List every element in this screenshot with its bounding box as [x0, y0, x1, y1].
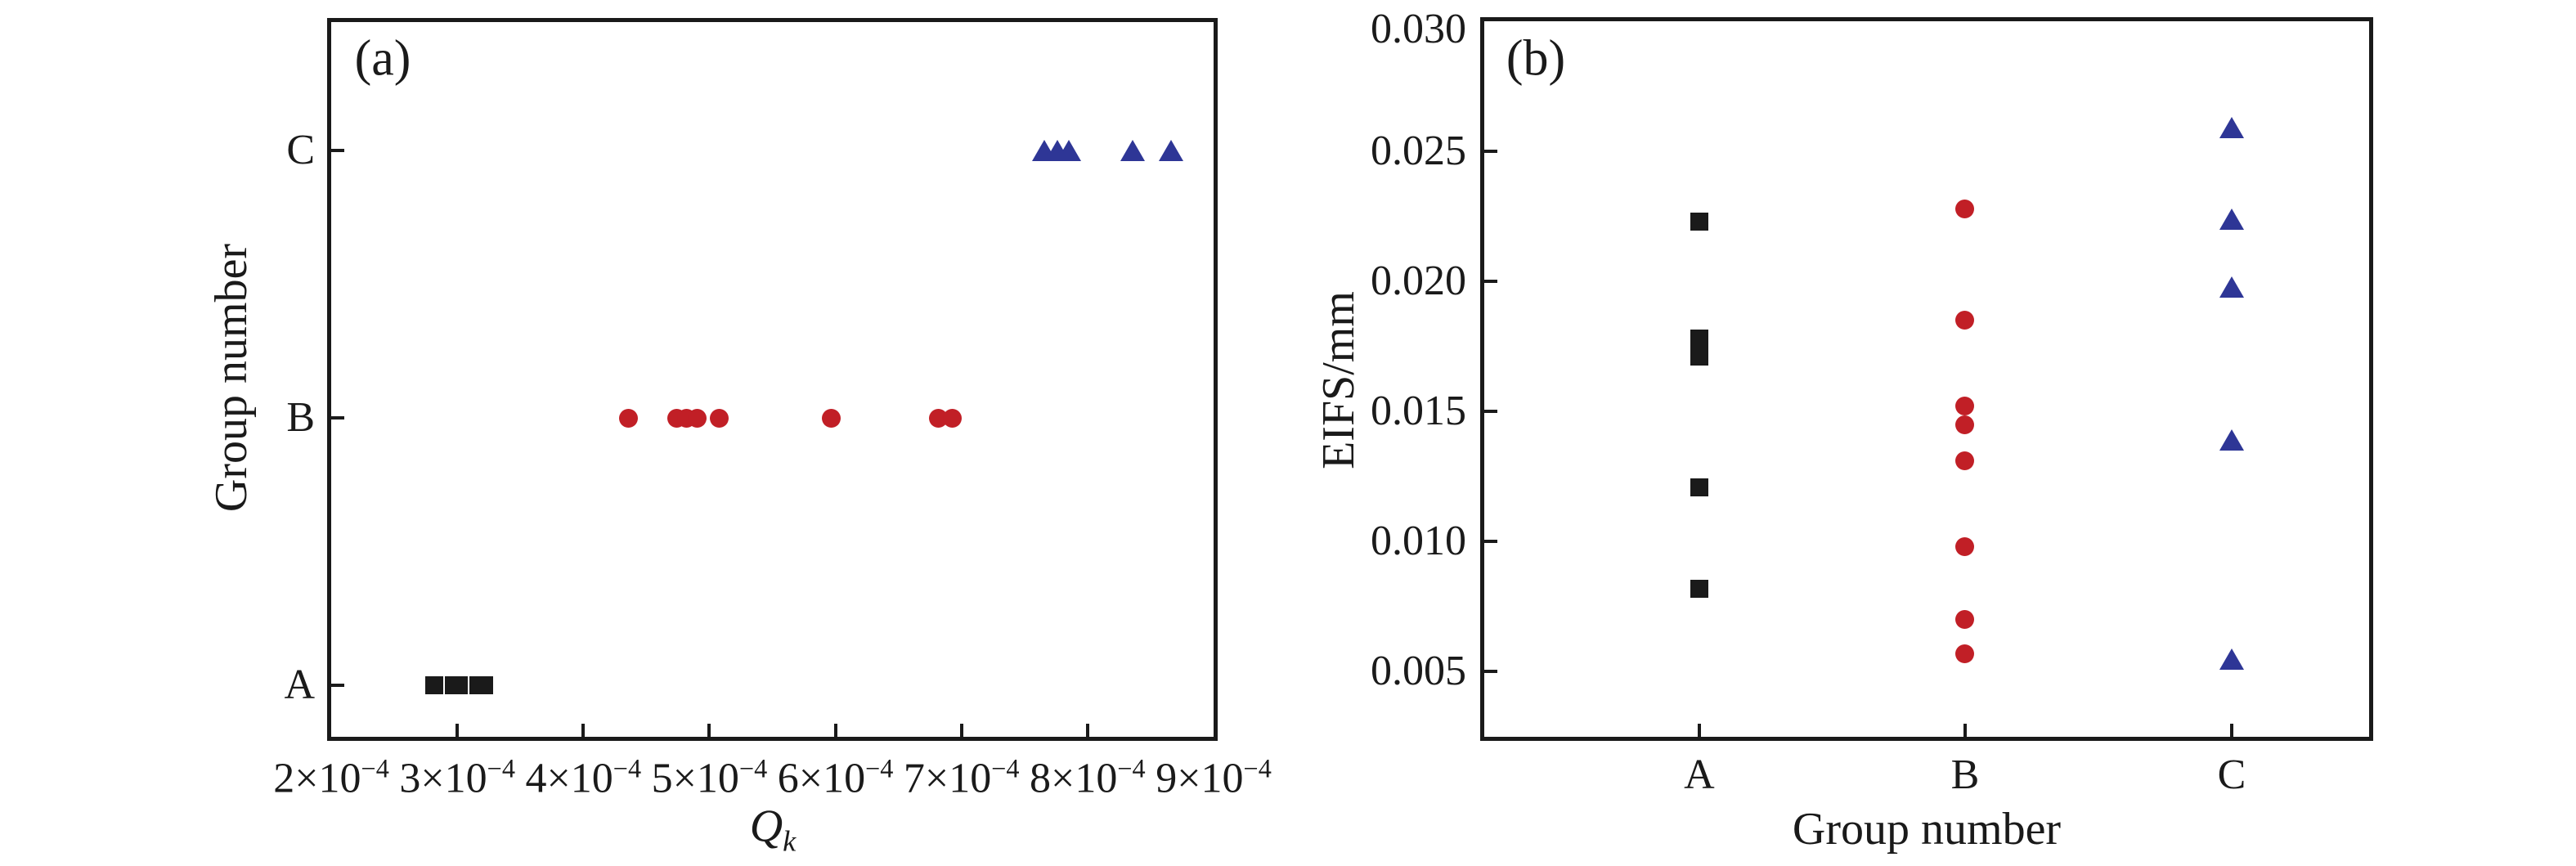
x-tick-a: [707, 724, 711, 737]
y-tick-b: [1484, 150, 1497, 154]
y-tick-label-b: 0.030: [1371, 6, 1466, 52]
y-tick-label-b: 0.010: [1371, 518, 1466, 565]
x-tick-label-a: 2×10−4: [273, 743, 389, 803]
y-tick-b: [1484, 280, 1497, 284]
x-tick-a: [833, 724, 837, 737]
square-marker-group-a: [1690, 213, 1708, 231]
y-axis-title-b: EIFS/mm: [1313, 291, 1364, 469]
triangle-marker-group-c: [2219, 429, 2244, 451]
x-tick-exponent: −4: [738, 753, 768, 783]
square-marker-group-a: [474, 675, 493, 694]
x-tick-label-b: C: [2217, 752, 2246, 798]
y-tick-b: [1484, 670, 1497, 674]
square-marker-group-a: [449, 675, 468, 694]
x-tick-mantissa: 4×10: [525, 755, 613, 802]
x-axis-title-a: Qk: [750, 800, 797, 858]
circle-marker-group-b: [822, 408, 841, 428]
y-tick-label-b: 0.025: [1371, 128, 1466, 175]
circle-marker-group-b: [710, 408, 729, 428]
x-tick-exponent: −4: [991, 753, 1020, 783]
square-marker-group-a: [1690, 348, 1708, 366]
x-tick-mantissa: 9×10: [1156, 755, 1244, 802]
triangle-marker-group-c: [1120, 139, 1146, 161]
x-tick-b: [1963, 724, 1967, 737]
triangle-marker-group-c: [1056, 139, 1081, 161]
circle-marker-group-b: [1955, 644, 1975, 663]
circle-marker-group-b: [1955, 451, 1975, 471]
circle-marker-group-b: [1955, 537, 1975, 557]
x-tick-label-a: 3×10−4: [399, 743, 515, 803]
y-tick-b: [1484, 410, 1497, 414]
y-tick-label-b: 0.020: [1371, 258, 1466, 305]
x-tick-mantissa: 7×10: [903, 755, 992, 802]
x-tick-b: [2229, 724, 2233, 737]
x-tick-label-a: 5×10−4: [652, 743, 768, 803]
y-tick-label-a: A: [284, 661, 315, 708]
circle-marker-group-b: [1955, 415, 1975, 434]
circle-marker-group-b: [1955, 199, 1975, 218]
x-tick-a: [581, 724, 586, 737]
square-marker-group-a: [1690, 330, 1708, 348]
y-tick-a: [331, 683, 344, 687]
circle-marker-group-b: [619, 408, 639, 428]
x-tick-label-a: 9×10−4: [1156, 743, 1272, 803]
x-tick-b: [1697, 724, 1701, 737]
x-tick-exponent: −4: [613, 753, 642, 783]
triangle-marker-group-c: [2219, 208, 2244, 230]
x-tick-exponent: −4: [1243, 753, 1272, 783]
triangle-marker-group-c: [2219, 117, 2244, 139]
x-tick-a: [959, 724, 963, 737]
y-tick-label-b: 0.005: [1371, 648, 1466, 695]
square-marker-group-a: [425, 675, 444, 694]
x-tick-mantissa: 8×10: [1030, 755, 1118, 802]
x-tick-a: [456, 724, 460, 737]
x-tick-label-b: A: [1684, 752, 1715, 798]
circle-marker-group-b: [687, 408, 707, 428]
x-tick-mantissa: 2×10: [273, 755, 361, 802]
square-marker-group-a: [1690, 579, 1708, 598]
circle-marker-group-b: [1955, 610, 1975, 630]
panel-label-b: (b): [1506, 30, 1566, 87]
circle-marker-group-b: [1955, 311, 1975, 330]
triangle-marker-group-c: [1158, 139, 1183, 161]
x-tick-label-a: 7×10−4: [904, 743, 1020, 803]
y-tick-a: [331, 148, 344, 152]
x-axis-title-subscript: k: [783, 824, 797, 858]
triangle-marker-group-c: [2219, 648, 2244, 670]
plot-area-a: [327, 18, 1218, 741]
circle-marker-group-b: [943, 408, 963, 428]
panel-label-a: (a): [354, 30, 411, 87]
y-axis-title-a: Group number: [206, 243, 257, 513]
y-tick-label-a: C: [286, 126, 315, 173]
triangle-marker-group-c: [2219, 276, 2244, 298]
x-tick-mantissa: 3×10: [399, 755, 487, 802]
y-tick-label-a: B: [286, 394, 315, 442]
x-tick-exponent: −4: [1117, 753, 1146, 783]
y-tick-b: [1484, 540, 1497, 544]
x-axis-title-main: Q: [749, 801, 783, 852]
y-tick-a: [331, 416, 344, 420]
x-tick-mantissa: 6×10: [777, 755, 866, 802]
x-tick-mantissa: 5×10: [651, 755, 739, 802]
x-tick-exponent: −4: [361, 753, 389, 783]
x-tick-label-a: 4×10−4: [525, 743, 641, 803]
x-tick-label-b: B: [1950, 752, 1980, 798]
x-tick-exponent: −4: [865, 753, 894, 783]
y-tick-label-b: 0.015: [1371, 388, 1466, 435]
x-axis-title-b: Group number: [1792, 804, 2062, 855]
circle-marker-group-b: [1955, 397, 1975, 416]
square-marker-group-a: [1690, 478, 1708, 496]
x-tick-a: [1085, 724, 1089, 737]
x-tick-exponent: −4: [487, 753, 515, 783]
x-tick-label-a: 8×10−4: [1030, 743, 1146, 803]
x-tick-label-a: 6×10−4: [778, 743, 894, 803]
